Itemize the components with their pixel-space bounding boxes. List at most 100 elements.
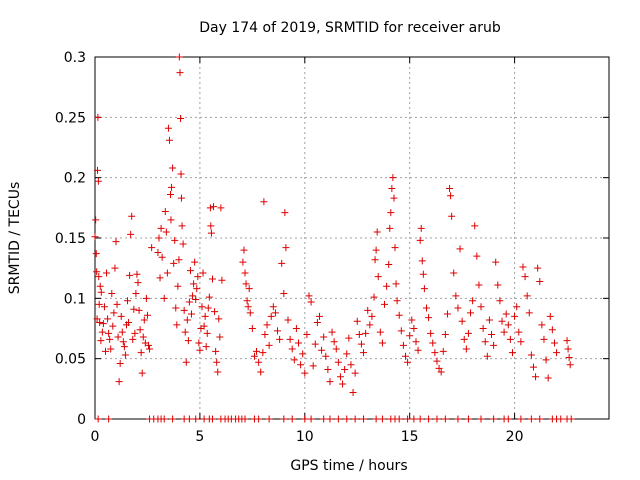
data-point	[253, 347, 261, 355]
data-point	[517, 338, 525, 346]
data-point	[341, 366, 349, 374]
data-point	[126, 271, 134, 279]
data-point-zero	[105, 415, 113, 423]
data-point-zero	[372, 415, 380, 423]
data-point	[281, 209, 289, 217]
data-point	[97, 288, 105, 296]
data-point	[469, 297, 477, 305]
data-point-zero	[307, 415, 315, 423]
data-point-zero	[160, 415, 168, 423]
data-point-zero	[169, 415, 177, 423]
data-point	[265, 341, 273, 349]
data-point	[485, 316, 493, 324]
data-point-zero	[326, 415, 334, 423]
data-point-zero	[241, 415, 249, 423]
data-point	[412, 338, 420, 346]
data-point	[553, 349, 561, 357]
data-point	[395, 311, 403, 319]
data-point	[206, 204, 214, 212]
data-point	[433, 357, 441, 365]
data-point	[199, 269, 207, 277]
data-point	[303, 331, 311, 339]
data-point	[366, 321, 374, 329]
data-point-zero	[378, 415, 386, 423]
data-point	[301, 369, 309, 377]
y-tick-label: 0.25	[55, 110, 86, 126]
data-point	[93, 268, 101, 276]
data-point	[193, 285, 201, 293]
data-point	[546, 312, 554, 320]
data-point	[215, 315, 223, 323]
data-point	[132, 290, 140, 298]
data-point	[392, 280, 400, 288]
data-point	[107, 345, 115, 353]
data-point	[183, 316, 191, 324]
data-point	[182, 358, 190, 366]
data-point	[118, 328, 126, 336]
y-tick-label: 0.15	[55, 231, 86, 247]
data-point	[276, 335, 284, 343]
data-point	[502, 310, 510, 318]
data-point	[326, 378, 334, 386]
data-point	[290, 356, 298, 364]
data-point	[540, 335, 548, 343]
x-tick-label: 5	[195, 429, 204, 445]
data-point	[112, 238, 120, 246]
data-point	[349, 388, 357, 396]
data-point-zero	[477, 415, 485, 423]
data-point	[357, 340, 365, 348]
data-point	[267, 312, 275, 320]
data-point	[104, 315, 112, 323]
data-point-zero	[557, 415, 565, 423]
data-point	[313, 318, 321, 326]
data-point	[401, 352, 409, 360]
data-point	[241, 269, 249, 277]
data-point	[414, 346, 422, 354]
data-point	[500, 328, 508, 336]
data-point	[190, 280, 198, 288]
data-point	[93, 315, 101, 323]
data-point	[177, 194, 185, 202]
data-point	[148, 244, 156, 252]
data-point	[508, 349, 516, 357]
data-point-zero	[504, 415, 512, 423]
data-point	[311, 340, 319, 348]
data-point	[519, 263, 527, 271]
data-point	[347, 361, 355, 369]
data-point-zero	[410, 415, 418, 423]
data-point	[144, 341, 152, 349]
data-points	[91, 53, 575, 423]
data-point	[439, 347, 447, 355]
y-tick-label: 0.2	[64, 171, 86, 187]
data-point	[161, 207, 169, 215]
data-point	[211, 308, 219, 316]
data-point	[255, 358, 263, 366]
data-point	[260, 198, 268, 206]
data-point	[389, 174, 397, 182]
data-point	[94, 113, 102, 121]
data-point	[129, 335, 137, 343]
data-point	[408, 316, 416, 324]
data-point	[168, 183, 176, 191]
data-point	[374, 273, 382, 281]
data-point	[328, 328, 336, 336]
data-point	[96, 318, 104, 326]
data-point	[435, 364, 443, 372]
data-point	[164, 124, 172, 132]
data-point	[178, 222, 186, 230]
data-point	[207, 222, 215, 230]
data-point	[213, 358, 221, 366]
data-point	[383, 282, 391, 290]
data-point	[390, 194, 398, 202]
data-point	[309, 362, 317, 370]
data-point	[95, 273, 103, 281]
data-point	[448, 212, 456, 220]
data-point	[244, 303, 252, 311]
data-point	[343, 350, 351, 358]
data-point	[282, 244, 290, 252]
x-axis-label: GPS time / hours	[290, 458, 407, 474]
data-point	[280, 290, 288, 298]
data-point	[156, 274, 164, 282]
data-point	[454, 304, 462, 312]
data-point	[565, 353, 573, 361]
